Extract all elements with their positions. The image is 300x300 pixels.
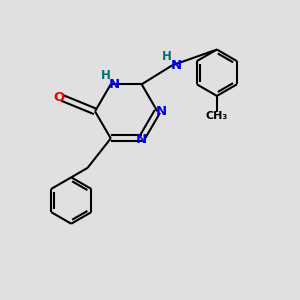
- Text: N: N: [155, 105, 167, 118]
- Text: N: N: [170, 59, 182, 72]
- Text: CH₃: CH₃: [206, 111, 228, 121]
- Text: O: O: [54, 92, 65, 104]
- Text: N: N: [136, 133, 147, 146]
- Text: H: H: [100, 70, 110, 83]
- Text: H: H: [162, 50, 172, 64]
- Text: N: N: [109, 78, 120, 91]
